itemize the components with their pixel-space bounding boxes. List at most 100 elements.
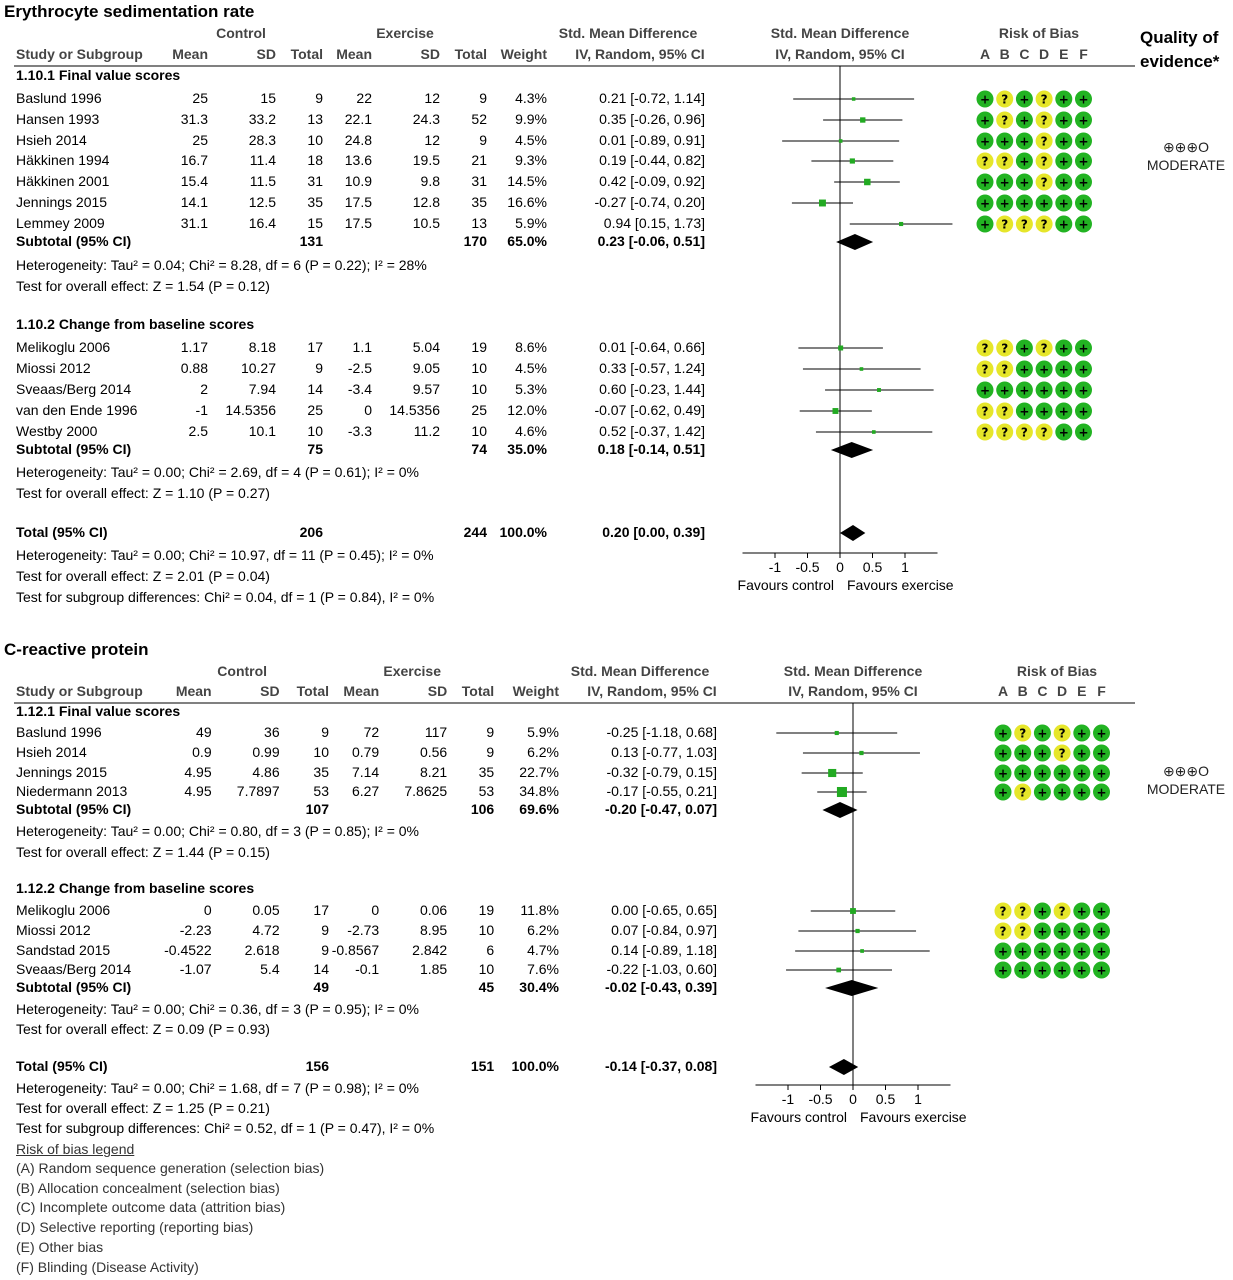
- footer-statistic: Heterogeneity: Tau² = 0.00; Chi² = 10.97…: [16, 547, 434, 563]
- rob-symbol: ?: [1021, 426, 1028, 440]
- rob-symbol: +: [1059, 197, 1069, 211]
- total-exercise: 244: [463, 524, 487, 540]
- low-risk-dot: [1075, 339, 1092, 357]
- control-sd: 2.618: [244, 942, 280, 958]
- rob-symbol: +: [1078, 114, 1088, 128]
- control-mean: -1.07: [179, 961, 212, 977]
- low-risk-dot: [996, 132, 1014, 150]
- low-risk-dot: [976, 90, 994, 108]
- low-risk-dot: [996, 194, 1014, 212]
- low-risk-dot: [1073, 922, 1091, 940]
- rob-symbol: ?: [1019, 925, 1026, 939]
- unclear-risk-dot: [1053, 902, 1071, 920]
- control-sd: 33.2: [248, 111, 276, 127]
- study-point-estimate: [899, 221, 904, 227]
- rob-symbol: +: [980, 135, 990, 149]
- rob-symbol: +: [1059, 363, 1069, 377]
- total-label: Total (95% CI): [16, 1058, 108, 1074]
- study-name: Häkkinen 1994: [16, 152, 110, 168]
- low-risk-dot: [1075, 132, 1092, 150]
- control-sd: 11.5: [249, 173, 276, 189]
- risk-of-bias-header: Risk of Bias: [998, 25, 1080, 41]
- rob-symbol: ?: [1021, 218, 1028, 232]
- risk-of-bias-header: Risk of Bias: [1016, 663, 1098, 679]
- study-weight: 11.8%: [520, 902, 559, 918]
- rob-symbol: ?: [1001, 93, 1008, 107]
- subgroup-name: 1.10.1 Final value scores: [16, 67, 181, 83]
- subtotal-label: Subtotal (95% CI): [16, 233, 132, 249]
- control-total: 35: [313, 764, 329, 780]
- control-total-header: Total: [290, 46, 323, 62]
- exercise-mean-header: Mean: [336, 46, 372, 62]
- study-point-estimate: [832, 408, 839, 414]
- study-effect-ci: 0.14 [-0.89, 1.18]: [611, 942, 717, 958]
- rob-symbol: +: [1019, 342, 1029, 356]
- exercise-mean: 10.9: [344, 173, 372, 189]
- low-risk-dot: [1075, 215, 1092, 233]
- rob-symbol: +: [1078, 93, 1088, 107]
- control-total: 35: [307, 194, 323, 210]
- total-effect-ci: 0.20 [0.00, 0.39]: [602, 524, 705, 540]
- study-point-estimate: [838, 345, 844, 351]
- study-effect-ci: 0.60 [-0.23, 1.44]: [599, 381, 705, 397]
- low-risk-dot: [1033, 942, 1051, 960]
- subtotal-weight: 30.4%: [519, 979, 559, 995]
- unclear-risk-dot: [1053, 744, 1071, 762]
- rob-symbol: ?: [1041, 426, 1048, 440]
- unclear-risk-dot: [1035, 132, 1053, 150]
- low-risk-dot: [1093, 783, 1110, 801]
- rob-symbol: +: [1019, 155, 1029, 169]
- exercise-total: 53: [478, 783, 495, 799]
- low-risk-dot: [1093, 744, 1110, 762]
- exercise-sd: 7.8625: [404, 783, 448, 799]
- favours-control-label: Favours control: [750, 1109, 847, 1125]
- subtotal-effect-ci: 0.18 [-0.14, 0.51]: [597, 441, 705, 457]
- exercise-sd: 12.8: [412, 194, 440, 210]
- study-effect-ci: 0.00 [-0.65, 0.65]: [611, 902, 717, 918]
- study-point-estimate: [850, 908, 856, 914]
- subgroup-overall-effect: Test for overall effect: Z = 0.09 (P = 0…: [16, 1021, 270, 1037]
- low-risk-dot: [1073, 764, 1091, 782]
- exercise-sd: 0.06: [419, 902, 448, 918]
- rob-letter-C: C: [1019, 46, 1030, 62]
- rob-symbol: +: [1059, 155, 1069, 169]
- control-total: 9: [321, 942, 329, 958]
- subgroup-overall-effect: Test for overall effect: Z = 1.44 (P = 0…: [16, 844, 270, 860]
- exercise-total: 10: [471, 381, 487, 397]
- exercise-total: 10: [471, 360, 487, 376]
- rob-symbol: ?: [1019, 727, 1026, 741]
- smd-header-right: Std. Mean Difference: [783, 663, 923, 679]
- study-point-estimate: [838, 139, 843, 143]
- rob-symbol: +: [1057, 964, 1067, 978]
- low-risk-dot: [1015, 111, 1033, 129]
- rob-symbol: +: [1039, 405, 1049, 419]
- rob-legend-item: (C) Incomplete outcome data (attrition b…: [16, 1199, 286, 1216]
- exercise-mean: 0: [364, 402, 372, 418]
- subgroup-heterogeneity: Heterogeneity: Tau² = 0.00; Chi² = 2.69,…: [16, 464, 419, 480]
- rob-symbol: +: [1096, 905, 1106, 919]
- subgroup-name: 1.12.1 Final value scores: [16, 703, 181, 719]
- low-risk-dot: [994, 744, 1012, 762]
- control-sd: 10.1: [248, 423, 276, 439]
- x-axis-tick-label: -1: [781, 1091, 795, 1107]
- low-risk-dot: [1075, 152, 1092, 170]
- control-total: 9: [315, 360, 323, 376]
- rob-symbol: +: [1078, 176, 1088, 190]
- control-mean: 31.3: [180, 111, 208, 127]
- exercise-total: 10: [478, 961, 495, 977]
- control-sd: 4.86: [252, 764, 280, 780]
- low-risk-dot: [1093, 902, 1110, 920]
- low-risk-dot: [1073, 724, 1091, 742]
- low-risk-dot: [1035, 381, 1053, 399]
- exercise-mean: -0.1: [355, 961, 380, 977]
- control-total: 25: [307, 402, 323, 418]
- unclear-risk-dot: [1035, 111, 1053, 129]
- unclear-risk-dot: [994, 922, 1012, 940]
- low-risk-dot: [1015, 381, 1033, 399]
- control-mean: 0.9: [192, 744, 212, 760]
- rob-symbol: +: [1018, 747, 1028, 761]
- exercise-group-header: Exercise: [376, 25, 434, 41]
- rob-symbol: +: [1019, 176, 1029, 190]
- study-point-estimate: [877, 388, 881, 392]
- study-name: Baslund 1996: [16, 90, 102, 106]
